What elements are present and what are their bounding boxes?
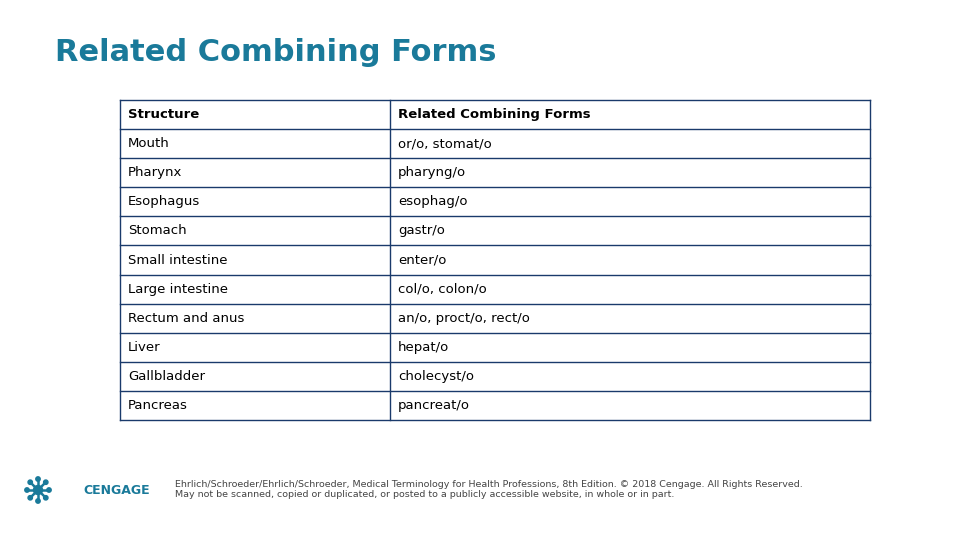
Text: Gallbladder: Gallbladder — [128, 370, 205, 383]
Circle shape — [28, 496, 33, 500]
Text: an/o, proct/o, rect/o: an/o, proct/o, rect/o — [398, 312, 530, 325]
Text: esophag/o: esophag/o — [398, 195, 468, 208]
Circle shape — [28, 480, 33, 484]
Circle shape — [36, 499, 40, 503]
Text: Rectum and anus: Rectum and anus — [128, 312, 245, 325]
Text: pharyng/o: pharyng/o — [398, 166, 467, 179]
Circle shape — [34, 485, 42, 495]
Text: hepat/o: hepat/o — [398, 341, 449, 354]
Text: Structure: Structure — [128, 108, 200, 121]
Text: cholecyst/o: cholecyst/o — [398, 370, 474, 383]
Text: Related Combining Forms: Related Combining Forms — [55, 38, 496, 67]
Text: Small intestine: Small intestine — [128, 253, 228, 267]
Circle shape — [47, 488, 51, 492]
Text: col/o, colon/o: col/o, colon/o — [398, 282, 487, 295]
Text: pancreat/o: pancreat/o — [398, 399, 470, 412]
Circle shape — [36, 477, 40, 481]
Text: Large intestine: Large intestine — [128, 282, 228, 295]
Circle shape — [43, 496, 48, 500]
Text: Mouth: Mouth — [128, 137, 170, 150]
Circle shape — [25, 488, 29, 492]
Text: gastr/o: gastr/o — [398, 225, 444, 238]
Text: CENGAGE: CENGAGE — [83, 483, 150, 496]
Text: Pancreas: Pancreas — [128, 399, 188, 412]
Text: or/o, stomat/o: or/o, stomat/o — [398, 137, 492, 150]
Text: Ehrlich/Schroeder/Ehrlich/Schroeder, Medical Terminology for Health Professions,: Ehrlich/Schroeder/Ehrlich/Schroeder, Med… — [175, 480, 803, 500]
Text: Pharynx: Pharynx — [128, 166, 182, 179]
Text: Liver: Liver — [128, 341, 160, 354]
Text: enter/o: enter/o — [398, 253, 446, 267]
Circle shape — [43, 480, 48, 484]
Text: Esophagus: Esophagus — [128, 195, 201, 208]
Text: Stomach: Stomach — [128, 225, 186, 238]
Text: Related Combining Forms: Related Combining Forms — [398, 108, 590, 121]
